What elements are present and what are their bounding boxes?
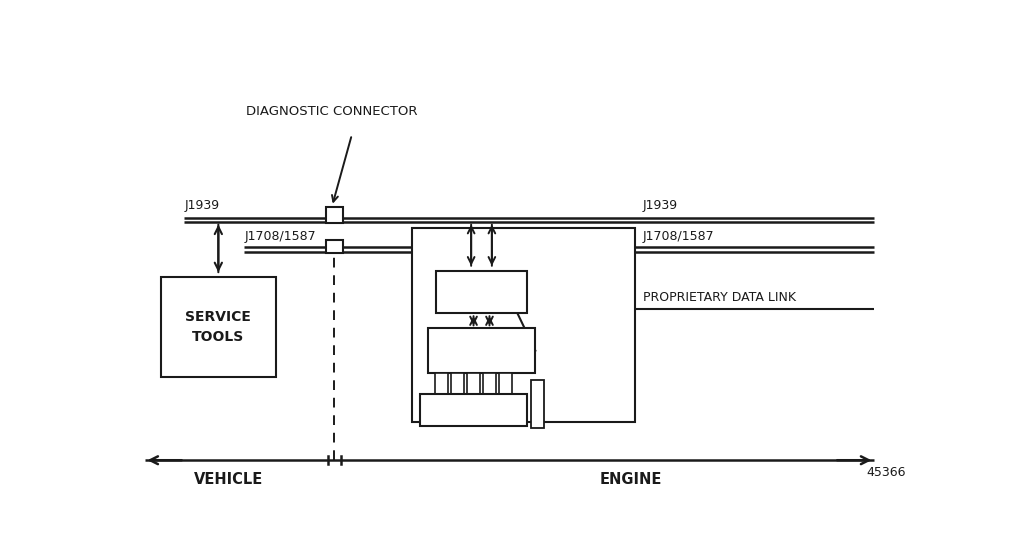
Bar: [531, 380, 544, 429]
Bar: [435, 373, 448, 394]
Bar: [161, 277, 276, 377]
Text: J1939: J1939: [184, 200, 219, 212]
Bar: [420, 394, 527, 426]
Bar: [467, 373, 480, 394]
Text: CPC: CPC: [466, 285, 497, 300]
Text: 45366: 45366: [866, 466, 907, 479]
Text: Engine: Engine: [450, 403, 497, 417]
Text: SERVICE
TOOLS: SERVICE TOOLS: [185, 310, 251, 344]
Bar: [325, 207, 343, 223]
Bar: [483, 373, 496, 394]
Text: MCM: MCM: [463, 343, 500, 358]
Text: J1708/1587: J1708/1587: [643, 230, 714, 243]
Text: PROPRIETARY DATA LINK: PROPRIETARY DATA LINK: [643, 291, 796, 304]
Bar: [412, 228, 635, 422]
Text: J1708/1587: J1708/1587: [244, 230, 316, 243]
Text: DIAGNOSTIC CONNECTOR: DIAGNOSTIC CONNECTOR: [246, 105, 418, 118]
Bar: [428, 328, 535, 373]
Bar: [499, 373, 511, 394]
Bar: [325, 239, 343, 253]
Text: J1939: J1939: [643, 200, 678, 212]
Text: ENGINE: ENGINE: [600, 472, 663, 487]
Bar: [451, 373, 464, 394]
Text: VEHICLE: VEHICLE: [193, 472, 263, 487]
Bar: [435, 271, 527, 314]
